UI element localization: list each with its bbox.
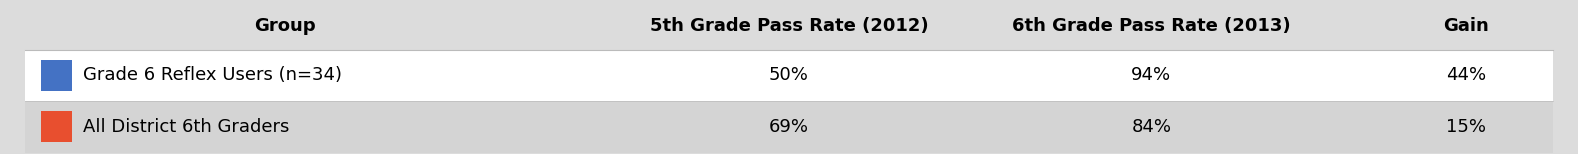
Bar (41, 111, 73, 142)
Text: Group: Group (254, 17, 316, 35)
Text: 5th Grade Pass Rate (2012): 5th Grade Pass Rate (2012) (650, 17, 928, 35)
Text: 94%: 94% (1131, 67, 1171, 85)
Text: 50%: 50% (768, 67, 810, 85)
Text: 15%: 15% (1447, 118, 1486, 136)
Text: All District 6th Graders: All District 6th Graders (84, 118, 290, 136)
Text: Grade 6 Reflex Users (n=34): Grade 6 Reflex Users (n=34) (84, 67, 342, 85)
Bar (25, 101, 1553, 153)
Text: Gain: Gain (1444, 17, 1490, 35)
Text: 6th Grade Pass Rate (2013): 6th Grade Pass Rate (2013) (1011, 17, 1291, 35)
Text: 44%: 44% (1447, 67, 1486, 85)
Text: 69%: 69% (768, 118, 810, 136)
Text: 84%: 84% (1131, 118, 1171, 136)
Bar (25, 50, 1553, 101)
Bar (41, 60, 73, 91)
